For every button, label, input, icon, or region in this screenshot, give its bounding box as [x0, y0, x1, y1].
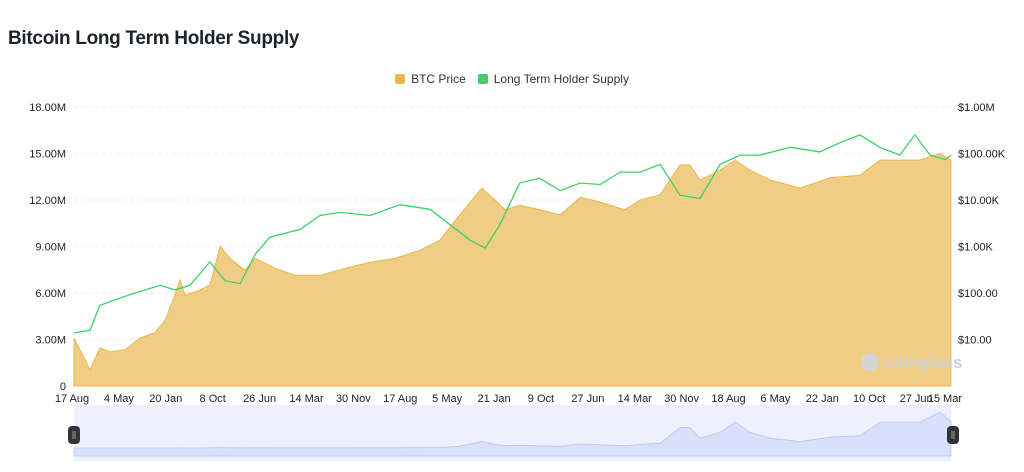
- x-tick-label: 10 Oct: [853, 393, 885, 405]
- coinglass-logo-icon: [861, 353, 879, 371]
- x-tick-label: 8 Oct: [200, 393, 226, 405]
- y-left-tick-label: 18.00M: [29, 102, 66, 114]
- navigator-handle-right[interactable]: [947, 426, 959, 444]
- x-tick-label: 18 Aug: [711, 393, 745, 405]
- x-tick-label: 14 Mar: [618, 393, 653, 405]
- legend-item-btc-price[interactable]: BTC Price: [395, 72, 466, 86]
- y-left-tick-label: 0: [60, 381, 66, 393]
- y-right-tick-label: $10.00: [958, 335, 992, 347]
- x-tick-label: 22 Jan: [806, 393, 839, 405]
- chart-legend: BTC Price Long Term Holder Supply: [0, 72, 1024, 86]
- y-left-tick-label: 6.00M: [35, 288, 66, 300]
- legend-item-lth-supply[interactable]: Long Term Holder Supply: [477, 72, 629, 86]
- legend-swatch-btc-price: [395, 74, 406, 84]
- y-right-tick-label: $1.00K: [958, 242, 994, 254]
- page-title: Bitcoin Long Term Holder Supply: [8, 28, 300, 49]
- y-left-tick-label: 3.00M: [35, 335, 66, 347]
- btc-price-area: [73, 152, 952, 387]
- x-tick-label: 15 Mar: [928, 393, 963, 405]
- y-right-tick-label: $1.00M: [958, 102, 995, 114]
- x-tick-label: 14 Mar: [289, 393, 324, 405]
- y-left-tick-label: 15.00M: [29, 149, 66, 161]
- legend-label: BTC Price: [411, 72, 466, 86]
- navigator-series: [73, 411, 952, 457]
- x-tick-label: 17 Aug: [383, 393, 417, 405]
- x-tick-label: 20 Jan: [149, 393, 182, 405]
- x-tick-label: 27 Jun: [571, 393, 604, 405]
- x-tick-label: 26 Jun: [243, 393, 276, 405]
- watermark: coinglass: [884, 353, 962, 372]
- legend-swatch-lth-supply: [477, 74, 488, 84]
- y-right-tick-label: $100.00: [958, 288, 998, 300]
- y-left-tick-label: 12.00M: [29, 195, 66, 207]
- y-right-tick-label: $100.00K: [958, 149, 1006, 161]
- x-tick-label: 27 Jun: [900, 393, 933, 405]
- x-tick-label: 5 May: [432, 393, 462, 405]
- x-tick-label: 4 May: [104, 393, 134, 405]
- legend-label: Long Term Holder Supply: [493, 72, 629, 86]
- x-tick-label: 6 May: [760, 393, 790, 405]
- x-tick-label: 9 Oct: [528, 393, 554, 405]
- y-left-tick-label: 9.00M: [35, 242, 66, 254]
- x-tick-label: 21 Jan: [478, 393, 511, 405]
- y-right-tick-label: $10.00K: [958, 195, 1000, 207]
- x-tick-label: 17 Aug: [55, 393, 89, 405]
- navigator-handle-left[interactable]: [68, 426, 80, 444]
- x-tick-label: 30 Nov: [664, 393, 699, 405]
- x-tick-label: 30 Nov: [336, 393, 371, 405]
